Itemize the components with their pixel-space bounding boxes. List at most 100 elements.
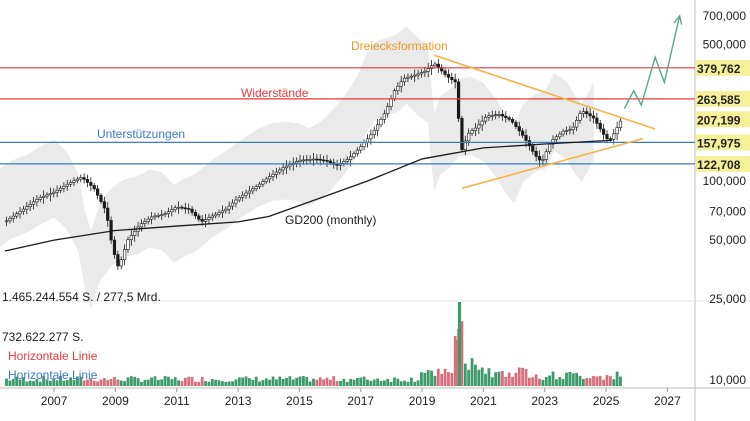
candle — [62, 185, 66, 189]
candle — [345, 159, 349, 162]
candle — [143, 221, 147, 224]
candle — [467, 132, 471, 142]
volume-bar — [544, 377, 548, 386]
candle — [268, 176, 272, 180]
volume-bar — [194, 381, 197, 386]
candle — [382, 113, 386, 120]
volume-bar — [433, 375, 437, 386]
candle — [4, 220, 9, 223]
candle — [31, 201, 36, 205]
volume-bar — [362, 376, 366, 386]
volume-bar — [28, 380, 32, 386]
candle — [45, 194, 49, 197]
candle — [575, 120, 579, 128]
candle — [561, 130, 565, 135]
x-tick-label: 2011 — [164, 394, 190, 408]
x-tick-label: 2023 — [531, 394, 558, 408]
volume-bar — [248, 378, 251, 386]
level-tag-bg — [696, 134, 750, 151]
volume-bar — [92, 380, 96, 386]
candle — [514, 121, 518, 127]
volume-bar — [480, 367, 484, 386]
volume-bar — [75, 376, 79, 386]
volume-bar — [430, 370, 433, 386]
volume-bar — [38, 381, 42, 386]
candle — [237, 197, 241, 201]
volume-bar — [393, 377, 396, 386]
candle — [25, 206, 29, 210]
volume-bar — [376, 378, 379, 386]
candle — [443, 70, 447, 75]
volume-bar — [119, 380, 123, 386]
candle — [510, 119, 515, 123]
volume-bar — [619, 376, 622, 386]
candle — [608, 138, 612, 140]
candle — [568, 129, 572, 131]
candle — [477, 124, 481, 129]
candle — [210, 215, 214, 219]
candle — [355, 149, 359, 154]
volume-bar — [48, 380, 52, 386]
y-tick-label: 50,000 — [709, 233, 746, 247]
candle — [318, 158, 322, 161]
candle — [494, 114, 498, 117]
candle — [193, 212, 198, 217]
candle — [541, 159, 545, 161]
candle — [82, 177, 86, 180]
volume-bar — [295, 377, 299, 386]
x-tick-label: 2007 — [41, 394, 68, 408]
volume-bar — [183, 377, 187, 386]
volume-bar — [143, 379, 147, 386]
candle — [369, 134, 373, 140]
candle — [375, 124, 380, 131]
volume-bar — [342, 378, 346, 386]
volume-bar — [602, 379, 606, 386]
volume-bar — [160, 379, 164, 386]
candle — [75, 178, 79, 182]
volume-bar — [197, 381, 201, 386]
volume-bar — [187, 376, 191, 386]
legend-horizontal-blue: Horizontale Linie — [8, 368, 98, 382]
volume-bar — [409, 377, 413, 386]
candle — [264, 178, 268, 182]
volume-bar — [507, 372, 511, 386]
volume-bar — [170, 379, 174, 386]
candle — [251, 188, 255, 192]
x-tick-label: 2027 — [654, 394, 681, 408]
y-tick-label: 100,000 — [703, 174, 747, 188]
candle — [183, 207, 187, 210]
volume-bar — [146, 379, 150, 386]
volume-bar — [227, 381, 231, 386]
candle — [602, 128, 606, 135]
volume-bar — [278, 376, 282, 386]
candle — [153, 215, 157, 218]
candle — [386, 106, 390, 115]
volume-bar — [25, 381, 29, 386]
volume-bar — [598, 375, 602, 386]
candle — [298, 159, 302, 162]
candle — [487, 115, 491, 118]
candle — [281, 167, 285, 171]
candle — [190, 208, 194, 213]
candle — [288, 164, 292, 167]
candle — [11, 215, 15, 219]
volume-bar — [454, 340, 458, 386]
volume-bar — [268, 379, 272, 386]
candle — [217, 212, 221, 215]
candle — [581, 111, 585, 114]
volume-bar — [382, 380, 386, 386]
volume-bar — [474, 364, 477, 386]
volume-bar — [524, 368, 528, 386]
volume-bar — [322, 379, 326, 386]
volume-bar — [541, 379, 545, 386]
candle — [207, 217, 211, 220]
volume-bar — [484, 373, 487, 386]
y-tick-label: 700,000 — [703, 9, 747, 23]
volume-bar — [504, 376, 508, 386]
volume-bar — [140, 381, 143, 386]
candle — [35, 199, 39, 203]
volume-bar — [234, 379, 238, 386]
volume-bar — [291, 379, 295, 386]
candle — [149, 216, 154, 220]
candle — [544, 151, 548, 160]
